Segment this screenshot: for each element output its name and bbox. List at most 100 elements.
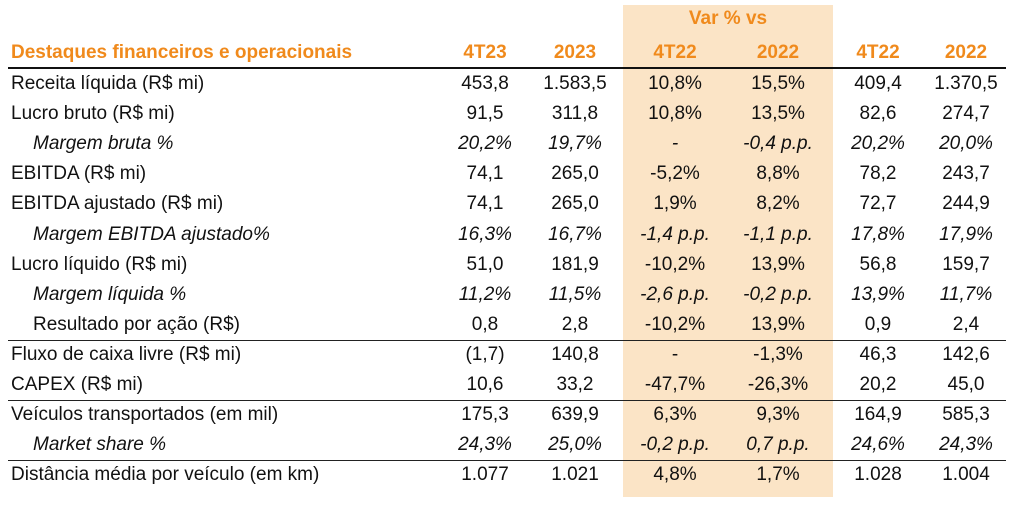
section-divider bbox=[8, 460, 1006, 461]
row-label: Receita líquida (R$ mi) bbox=[11, 73, 205, 94]
row-value: 8,2% bbox=[756, 193, 800, 215]
row-value: 409,4 bbox=[854, 73, 902, 94]
row-value: 78,2 bbox=[859, 163, 897, 185]
row-value: -0,4 p.p. bbox=[743, 133, 813, 155]
table-row: Lucro líquido (R$ mi) 51,0 181,9 -10,2% 13,9… bbox=[8, 250, 1008, 280]
row-value: 1.077 bbox=[461, 464, 509, 486]
row-value: 24,3% bbox=[939, 434, 993, 456]
row-value: 244,9 bbox=[942, 193, 990, 215]
row-value: (1,7) bbox=[465, 343, 505, 365]
row-value: 10,6 bbox=[466, 374, 504, 395]
row-value: 2,8 bbox=[561, 313, 589, 335]
row-value: -26,3% bbox=[747, 374, 809, 395]
table-row: EBITDA (R$ mi) 74,1 265,0 -5,2% 8,8% 78,2 243,… bbox=[8, 159, 1008, 189]
row-value: 13,9% bbox=[751, 253, 805, 275]
row-value: 9,3% bbox=[756, 404, 800, 426]
row-value: 16,7% bbox=[548, 223, 602, 245]
row-label: Margem líquida % bbox=[33, 283, 187, 305]
row-value: 19,7% bbox=[548, 133, 602, 155]
variation-highlight-band bbox=[623, 5, 833, 497]
row-value: 13,9% bbox=[851, 283, 905, 305]
row-value: 265,0 bbox=[551, 163, 599, 185]
row-value: 1,7% bbox=[756, 464, 800, 486]
table-row: Distância média por veículo (em km) 1.077… bbox=[8, 460, 1008, 490]
row-value: -10,2% bbox=[644, 313, 706, 335]
table-row: Resultado por ação (R$) 0,8 2,8 -10,2% 13,9%… bbox=[8, 310, 1008, 340]
row-value: -47,7% bbox=[644, 374, 706, 395]
table-title: Destaques financeiros e operacionais bbox=[11, 42, 353, 63]
row-value: 6,3% bbox=[653, 404, 697, 426]
table-row: Veículos transportados (em mil) 175,3 639,… bbox=[8, 400, 1008, 430]
row-value: 17,8% bbox=[851, 223, 905, 245]
row-label: CAPEX (R$ mi) bbox=[11, 374, 143, 395]
row-label: Market share % bbox=[33, 434, 167, 456]
row-value: 11,5% bbox=[548, 283, 602, 305]
row-label: EBITDA ajustado (R$ mi) bbox=[11, 193, 224, 215]
row-value: 1.028 bbox=[854, 464, 902, 486]
row-label: Lucro líquido (R$ mi) bbox=[11, 253, 188, 275]
row-value: 311,8 bbox=[551, 103, 599, 125]
row-value: -10,2% bbox=[644, 253, 706, 275]
row-value: -1,3% bbox=[753, 343, 803, 365]
row-value: 1.370,5 bbox=[934, 73, 998, 94]
row-value: 0,8 bbox=[471, 313, 499, 335]
row-value: 13,9% bbox=[751, 313, 805, 335]
row-value: -1,4 p.p. bbox=[640, 223, 710, 245]
row-value: 164,9 bbox=[854, 404, 902, 426]
row-label: Margem bruta % bbox=[33, 133, 174, 155]
row-label: Resultado por ação (R$) bbox=[33, 313, 240, 335]
row-value: 20,0% bbox=[939, 133, 993, 155]
row-value: 15,5% bbox=[751, 73, 805, 94]
row-value: 0,7 p.p. bbox=[746, 434, 810, 456]
row-value: 74,1 bbox=[466, 193, 504, 215]
row-value: 265,0 bbox=[551, 193, 599, 215]
table-row: Margem bruta % 20,2% 19,7% - -0,4 p.p. 20,2% 2… bbox=[8, 129, 1008, 159]
row-label: Veículos transportados (em mil) bbox=[11, 404, 279, 426]
row-value: 140,8 bbox=[551, 343, 599, 365]
row-value: - bbox=[671, 133, 679, 155]
row-value: 142,6 bbox=[942, 343, 990, 365]
table-row: Market share % 24,3% 25,0% -0,2 p.p. 0,7 p.p… bbox=[8, 430, 1008, 460]
row-value: 4,8% bbox=[653, 464, 697, 486]
row-value: 20,2% bbox=[851, 133, 905, 155]
row-value: 10,8% bbox=[648, 73, 702, 94]
col-header-2023: 2023 bbox=[553, 42, 597, 63]
row-value: 25,0% bbox=[548, 434, 602, 456]
table-row: EBITDA ajustado (R$ mi) 74,1 265,0 1,9% 8,2%… bbox=[8, 189, 1008, 219]
table-row: Margem EBITDA ajustado% 16,3% 16,7% -1,4 p.… bbox=[8, 220, 1008, 250]
row-value: 45,0 bbox=[947, 374, 985, 395]
row-value: 20,2 bbox=[859, 374, 897, 395]
section-divider bbox=[8, 400, 1006, 401]
row-value: 175,3 bbox=[461, 404, 509, 426]
table-row: Margem líquida % 11,2% 11,5% -2,6 p.p. -0,2 … bbox=[8, 280, 1008, 310]
row-label: Fluxo de caixa livre (R$ mi) bbox=[11, 343, 242, 365]
row-value: -0,2 p.p. bbox=[743, 283, 813, 305]
row-value: 74,1 bbox=[466, 163, 504, 185]
row-value: 51,0 bbox=[466, 253, 504, 275]
col-header-2022: 2022 bbox=[944, 42, 988, 63]
row-value: 0,9 bbox=[864, 313, 892, 335]
row-value: 16,3% bbox=[458, 223, 512, 245]
row-value: 1.021 bbox=[551, 464, 599, 486]
col-header-4t22: 4T22 bbox=[856, 42, 900, 63]
row-value: 2,4 bbox=[952, 313, 980, 335]
col-header-var-2022: 2022 bbox=[756, 42, 800, 63]
row-value: 46,3 bbox=[859, 343, 897, 365]
row-value: 11,2% bbox=[458, 283, 512, 305]
row-label: Margem EBITDA ajustado% bbox=[33, 223, 270, 245]
row-value: 24,3% bbox=[458, 434, 512, 456]
row-value: 13,5% bbox=[751, 103, 805, 125]
row-value: 8,8% bbox=[756, 163, 800, 185]
row-value: -1,1 p.p. bbox=[743, 223, 813, 245]
col-header-var-4t22: 4T22 bbox=[653, 42, 697, 63]
table-row: CAPEX (R$ mi) 10,6 33,2 -47,7% -26,3% 20,2 45,… bbox=[8, 370, 1008, 400]
row-label: Distância média por veículo (em km) bbox=[11, 464, 320, 486]
row-value: 11,7% bbox=[939, 283, 993, 305]
table-row: Receita líquida (R$ mi) 453,8 1.583,5 10,8%… bbox=[8, 69, 1008, 99]
row-value: 17,9% bbox=[939, 223, 993, 245]
row-label: EBITDA (R$ mi) bbox=[11, 163, 147, 185]
row-label: Lucro bruto (R$ mi) bbox=[11, 103, 175, 125]
var-header: Var % vs bbox=[688, 8, 768, 29]
row-value: -0,2 p.p. bbox=[640, 434, 710, 456]
table-row: Fluxo de caixa livre (R$ mi) (1,7) 140,8 - -… bbox=[8, 340, 1008, 370]
